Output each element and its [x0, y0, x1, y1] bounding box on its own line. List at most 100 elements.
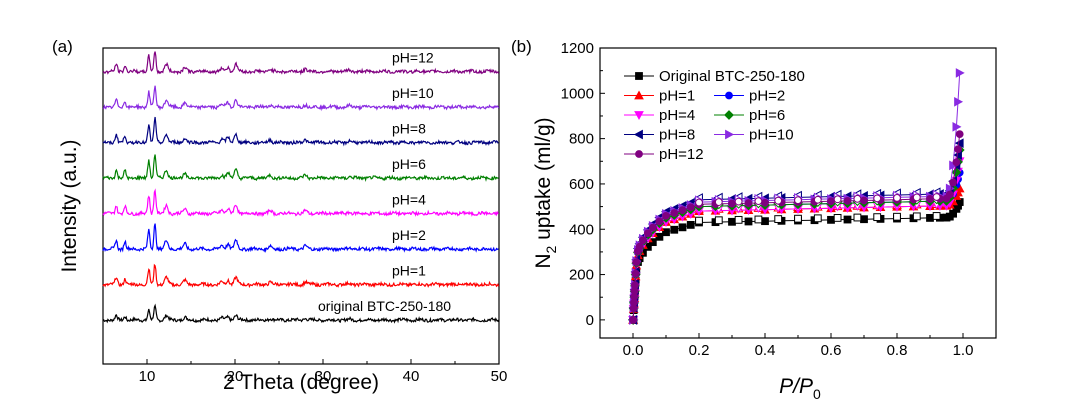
adsorption-point-ph-12 [662, 211, 670, 220]
desorption-point-ph-12 [774, 196, 783, 205]
desorption-point-original-btc-250-180 [912, 212, 921, 221]
x-tick-label-b-0.8: 0.8 [887, 342, 908, 359]
adsorption-point-ph-12 [670, 209, 679, 217]
desorption-point-original-btc-250-180 [813, 214, 822, 223]
adsorption-point-ph-12 [952, 158, 961, 167]
adsorption-point-ph-12 [827, 197, 835, 206]
x-tick-label-a-20: 20 [227, 368, 244, 385]
isotherm-ph-8 [627, 138, 964, 325]
panel-b-series-group [627, 68, 965, 325]
y-tick-label-b-1200: 1200 [561, 40, 594, 57]
panel-a-x-ticks: 10 20 30 40 50 [139, 359, 508, 385]
adsorption-point-original-btc-250-180 [860, 215, 868, 224]
adsorption-point-original-btc-250-180 [744, 217, 753, 226]
isotherm-ph-12 [629, 130, 964, 324]
desorption-point-original-btc-250-180 [695, 216, 703, 225]
xrd-label-ph-8: pH=8 [392, 121, 426, 137]
legend-item-ph-4: pH=4 [624, 107, 695, 124]
panel-b-y-label-rest: uptake (ml/g) [532, 117, 555, 245]
xrd-line-ph-2 [102, 223, 499, 254]
y-tick-label-b-0: 0 [586, 312, 594, 329]
adsorption-point-ph-12 [860, 196, 868, 205]
legend-item-ph-1: pH=1 [624, 88, 695, 105]
panel-b-ticks: 0 200 400 600 800 1000 1200 0.0 0.2 0.4 0.6 0.8 1.0 [561, 40, 997, 359]
xrd-line-ph-8 [102, 116, 499, 147]
legend-item-ph-6: pH=6 [714, 107, 785, 124]
x-tick-label-b-0.0: 0.0 [623, 342, 644, 359]
xrd-label-ph-1: pH=1 [392, 263, 426, 279]
adsorption-point-original-btc-250-180 [761, 217, 769, 226]
desorption-point-ph-12 [714, 198, 723, 206]
x-tick-label-a-50: 50 [491, 368, 508, 385]
panel-b-x-axis-label: P/P0 [779, 375, 821, 402]
desorption-point-ph-12 [794, 196, 802, 205]
desorption-point-original-btc-250-180 [714, 216, 723, 225]
adsorption-point-original-btc-250-180 [827, 215, 835, 224]
legend-item-original-btc-250-180: Original BTC-250-180 [624, 68, 805, 85]
legend-label-ph-6: pH=6 [749, 107, 785, 124]
x-tick-label-b-0.2: 0.2 [689, 342, 710, 359]
adsorption-point-ph-12 [632, 258, 641, 267]
y-tick-label-b-1000: 1000 [561, 85, 594, 102]
adsorption-point-ph-12 [954, 145, 962, 154]
desorption-point-ph-12 [754, 197, 763, 206]
desorption-point-original-btc-250-180 [754, 215, 763, 224]
adsorption-point-ph-12 [761, 198, 769, 207]
adsorption-point-ph-12 [639, 236, 647, 245]
legend-label-ph-4: pH=4 [659, 107, 695, 124]
desorption-point-original-btc-250-180 [734, 215, 743, 224]
legend-item-ph-12: pH=12 [624, 146, 704, 163]
isotherm-line-ph-6 [632, 149, 961, 321]
adsorption-point-ph-12 [648, 223, 657, 232]
xrd-line-ph-10 [102, 85, 500, 112]
isotherm-ph-6 [628, 145, 965, 325]
legend-item-ph-8: pH=8 [624, 127, 695, 144]
legend-label-ph-10: pH=10 [749, 127, 794, 144]
panel-b-x-label-sub: 0 [813, 386, 821, 402]
panel-b-legend: Original BTC-250-180 pH=1 pH=2 pH=4 pH=6 pH=8… [624, 68, 805, 163]
x-tick-label-a-30: 30 [315, 368, 332, 385]
adsorption-point-original-btc-250-180 [686, 220, 695, 229]
desorption-point-ph-12 [734, 197, 743, 206]
panel-a-xrd: (a) original BTC-250-180 pH=1 pH=2 pH=4 pH=6… [52, 37, 507, 394]
adsorption-point-ph-12 [631, 281, 639, 290]
adsorption-point-ph-10 [955, 68, 965, 78]
panel-b-y-label-sub: 2 [543, 246, 559, 254]
y-tick-label-b-200: 200 [569, 267, 594, 284]
x-tick-label-a-40: 40 [403, 368, 420, 385]
legend-marker-original-btc-250-180 [635, 72, 643, 80]
adsorption-point-ph-12 [728, 199, 736, 208]
adsorption-point-ph-12 [945, 190, 954, 199]
xrd-line-ph-1 [102, 263, 500, 289]
x-tick-label-b-1.0: 1.0 [953, 342, 974, 359]
panel-b-y-axis-label: N2 uptake (ml/g) [532, 117, 559, 268]
adsorption-point-original-btc-250-180 [926, 214, 934, 222]
panel-a-x-axis-label: 2 Theta (degree) [223, 371, 379, 394]
desorption-point-original-btc-250-180 [774, 215, 783, 223]
xrd-line-ph-6 [102, 154, 499, 182]
desorption-point-ph-12 [833, 195, 842, 204]
adsorption-point-ph-12 [843, 196, 852, 205]
desorption-point-original-btc-250-180 [794, 214, 802, 223]
adsorption-point-original-btc-250-180 [843, 215, 852, 224]
adsorption-point-ph-12 [686, 203, 695, 212]
adsorption-point-ph-10 [954, 96, 964, 107]
adsorption-point-ph-12 [678, 206, 687, 215]
adsorption-point-original-btc-250-180 [670, 225, 679, 234]
panel-b-label: (b) [511, 37, 532, 56]
x-tick-label-a-10: 10 [139, 368, 156, 385]
adsorption-point-ph-12 [744, 199, 753, 208]
xrd-line-ph-12 [102, 51, 500, 76]
adsorption-point-original-btc-250-180 [728, 217, 736, 226]
xrd-label-ph-2: pH=2 [392, 227, 426, 243]
x-tick-label-b-0.6: 0.6 [821, 342, 842, 359]
adsorption-point-ph-12 [635, 242, 644, 251]
desorption-point-ph-12 [695, 198, 703, 207]
desorption-point-original-btc-250-180 [853, 213, 862, 222]
desorption-point-ph-12 [873, 194, 882, 203]
desorption-point-ph-12 [853, 194, 862, 203]
panel-b-y-label-main: N [532, 254, 555, 269]
y-tick-label-b-600: 600 [569, 176, 594, 193]
panel-a-label: (a) [52, 37, 73, 56]
xrd-label-ph-6: pH=6 [392, 156, 426, 172]
